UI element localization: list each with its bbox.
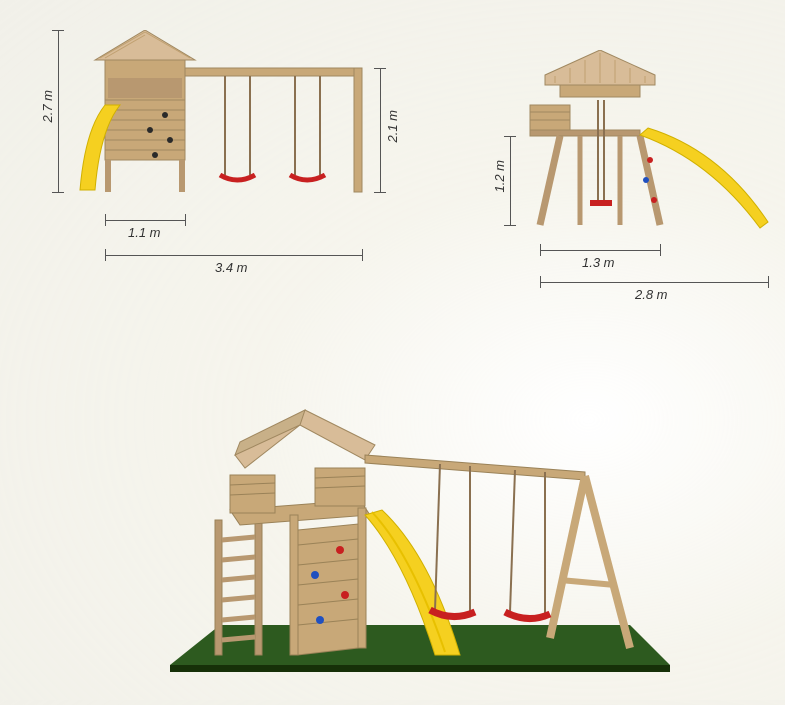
side-view-drawing: [490, 50, 780, 310]
front-elevation-view: 2.7 m 2.1 m 1.1 m 3.4 m: [50, 30, 400, 340]
dim-platform-height: 1.2 m: [492, 160, 507, 193]
dim-tower-depth: 1.3 m: [582, 255, 615, 270]
perspective-drawing: [140, 400, 700, 700]
dim-total-depth: 2.8 m: [635, 287, 668, 302]
front-view-drawing: [50, 30, 400, 340]
dim-total-height: 2.7 m: [40, 90, 55, 123]
dim-swing-height: 2.1 m: [385, 110, 400, 143]
dim-total-width: 3.4 m: [215, 260, 248, 275]
side-elevation-view: 1.2 m 1.3 m 2.8 m: [490, 50, 770, 340]
dim-tower-width: 1.1 m: [128, 225, 161, 240]
perspective-render: [140, 400, 660, 690]
